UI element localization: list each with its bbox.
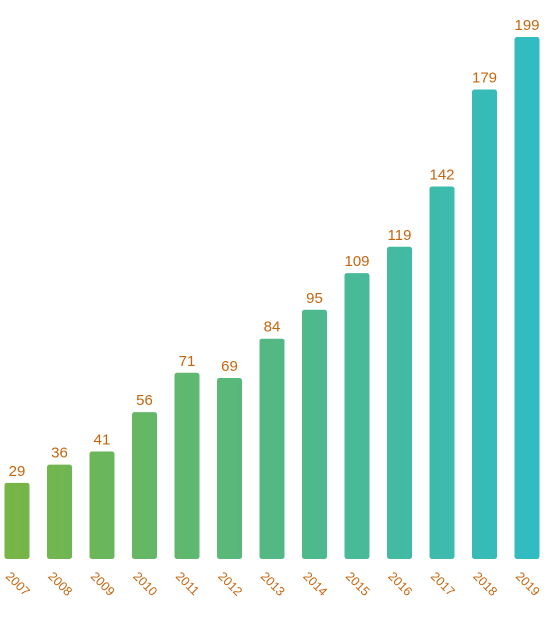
- bar-2011: [174, 372, 200, 559]
- bars-layer: [4, 37, 540, 560]
- bar-2019: [514, 37, 540, 559]
- x-tick-label-2018: 2018: [470, 569, 500, 599]
- value-label-2013: 84: [264, 319, 281, 336]
- x-tick-label-2015: 2015: [343, 569, 373, 599]
- x-tick-label-2016: 2016: [385, 569, 415, 599]
- x-tick-label-2012: 2012: [215, 569, 245, 599]
- bar-2010: [132, 412, 157, 559]
- bar-2014: [302, 309, 327, 559]
- x-tick-label-2008: 2008: [45, 569, 75, 599]
- bar-2008: [47, 464, 72, 559]
- value-label-2019: 199: [514, 17, 539, 34]
- bar-2017: [429, 186, 455, 559]
- x-tick-label-2010: 2010: [130, 569, 160, 599]
- value-labels-layer: 29 36 41 56 71 69 84 95 109 119 142 179 199: [9, 17, 540, 480]
- bar-2012: [217, 378, 242, 559]
- value-label-2018: 179: [472, 70, 497, 87]
- x-tick-label-2011: 2011: [173, 569, 202, 598]
- x-tick-labels-layer: 2007 2008 2009 2010 2011 2012 2013 2014 2015 2016…: [3, 569, 543, 599]
- value-label-2017: 142: [429, 167, 454, 184]
- value-label-2016: 119: [388, 227, 412, 244]
- value-label-2008: 36: [51, 445, 68, 462]
- x-tick-label-2007: 2007: [3, 569, 33, 599]
- x-tick-label-2014: 2014: [300, 569, 330, 599]
- x-tick-label-2019: 2019: [513, 569, 543, 599]
- bar-2009: [89, 451, 115, 559]
- value-label-2014: 95: [306, 290, 323, 307]
- x-tick-label-2017: 2017: [428, 569, 458, 599]
- x-tick-label-2013: 2013: [258, 569, 288, 599]
- bar-2015: [344, 273, 370, 559]
- bar-2007: [4, 482, 30, 559]
- value-label-2012: 69: [221, 358, 238, 375]
- value-label-2007: 29: [9, 463, 26, 480]
- value-label-2011: 71: [179, 353, 196, 370]
- x-tick-label-2009: 2009: [88, 569, 118, 599]
- value-label-2015: 109: [344, 253, 369, 270]
- bar-2018: [472, 89, 497, 559]
- bar-2013: [259, 338, 285, 559]
- value-label-2010: 56: [136, 392, 153, 409]
- bar-2016: [387, 246, 412, 560]
- value-label-2009: 41: [94, 432, 111, 449]
